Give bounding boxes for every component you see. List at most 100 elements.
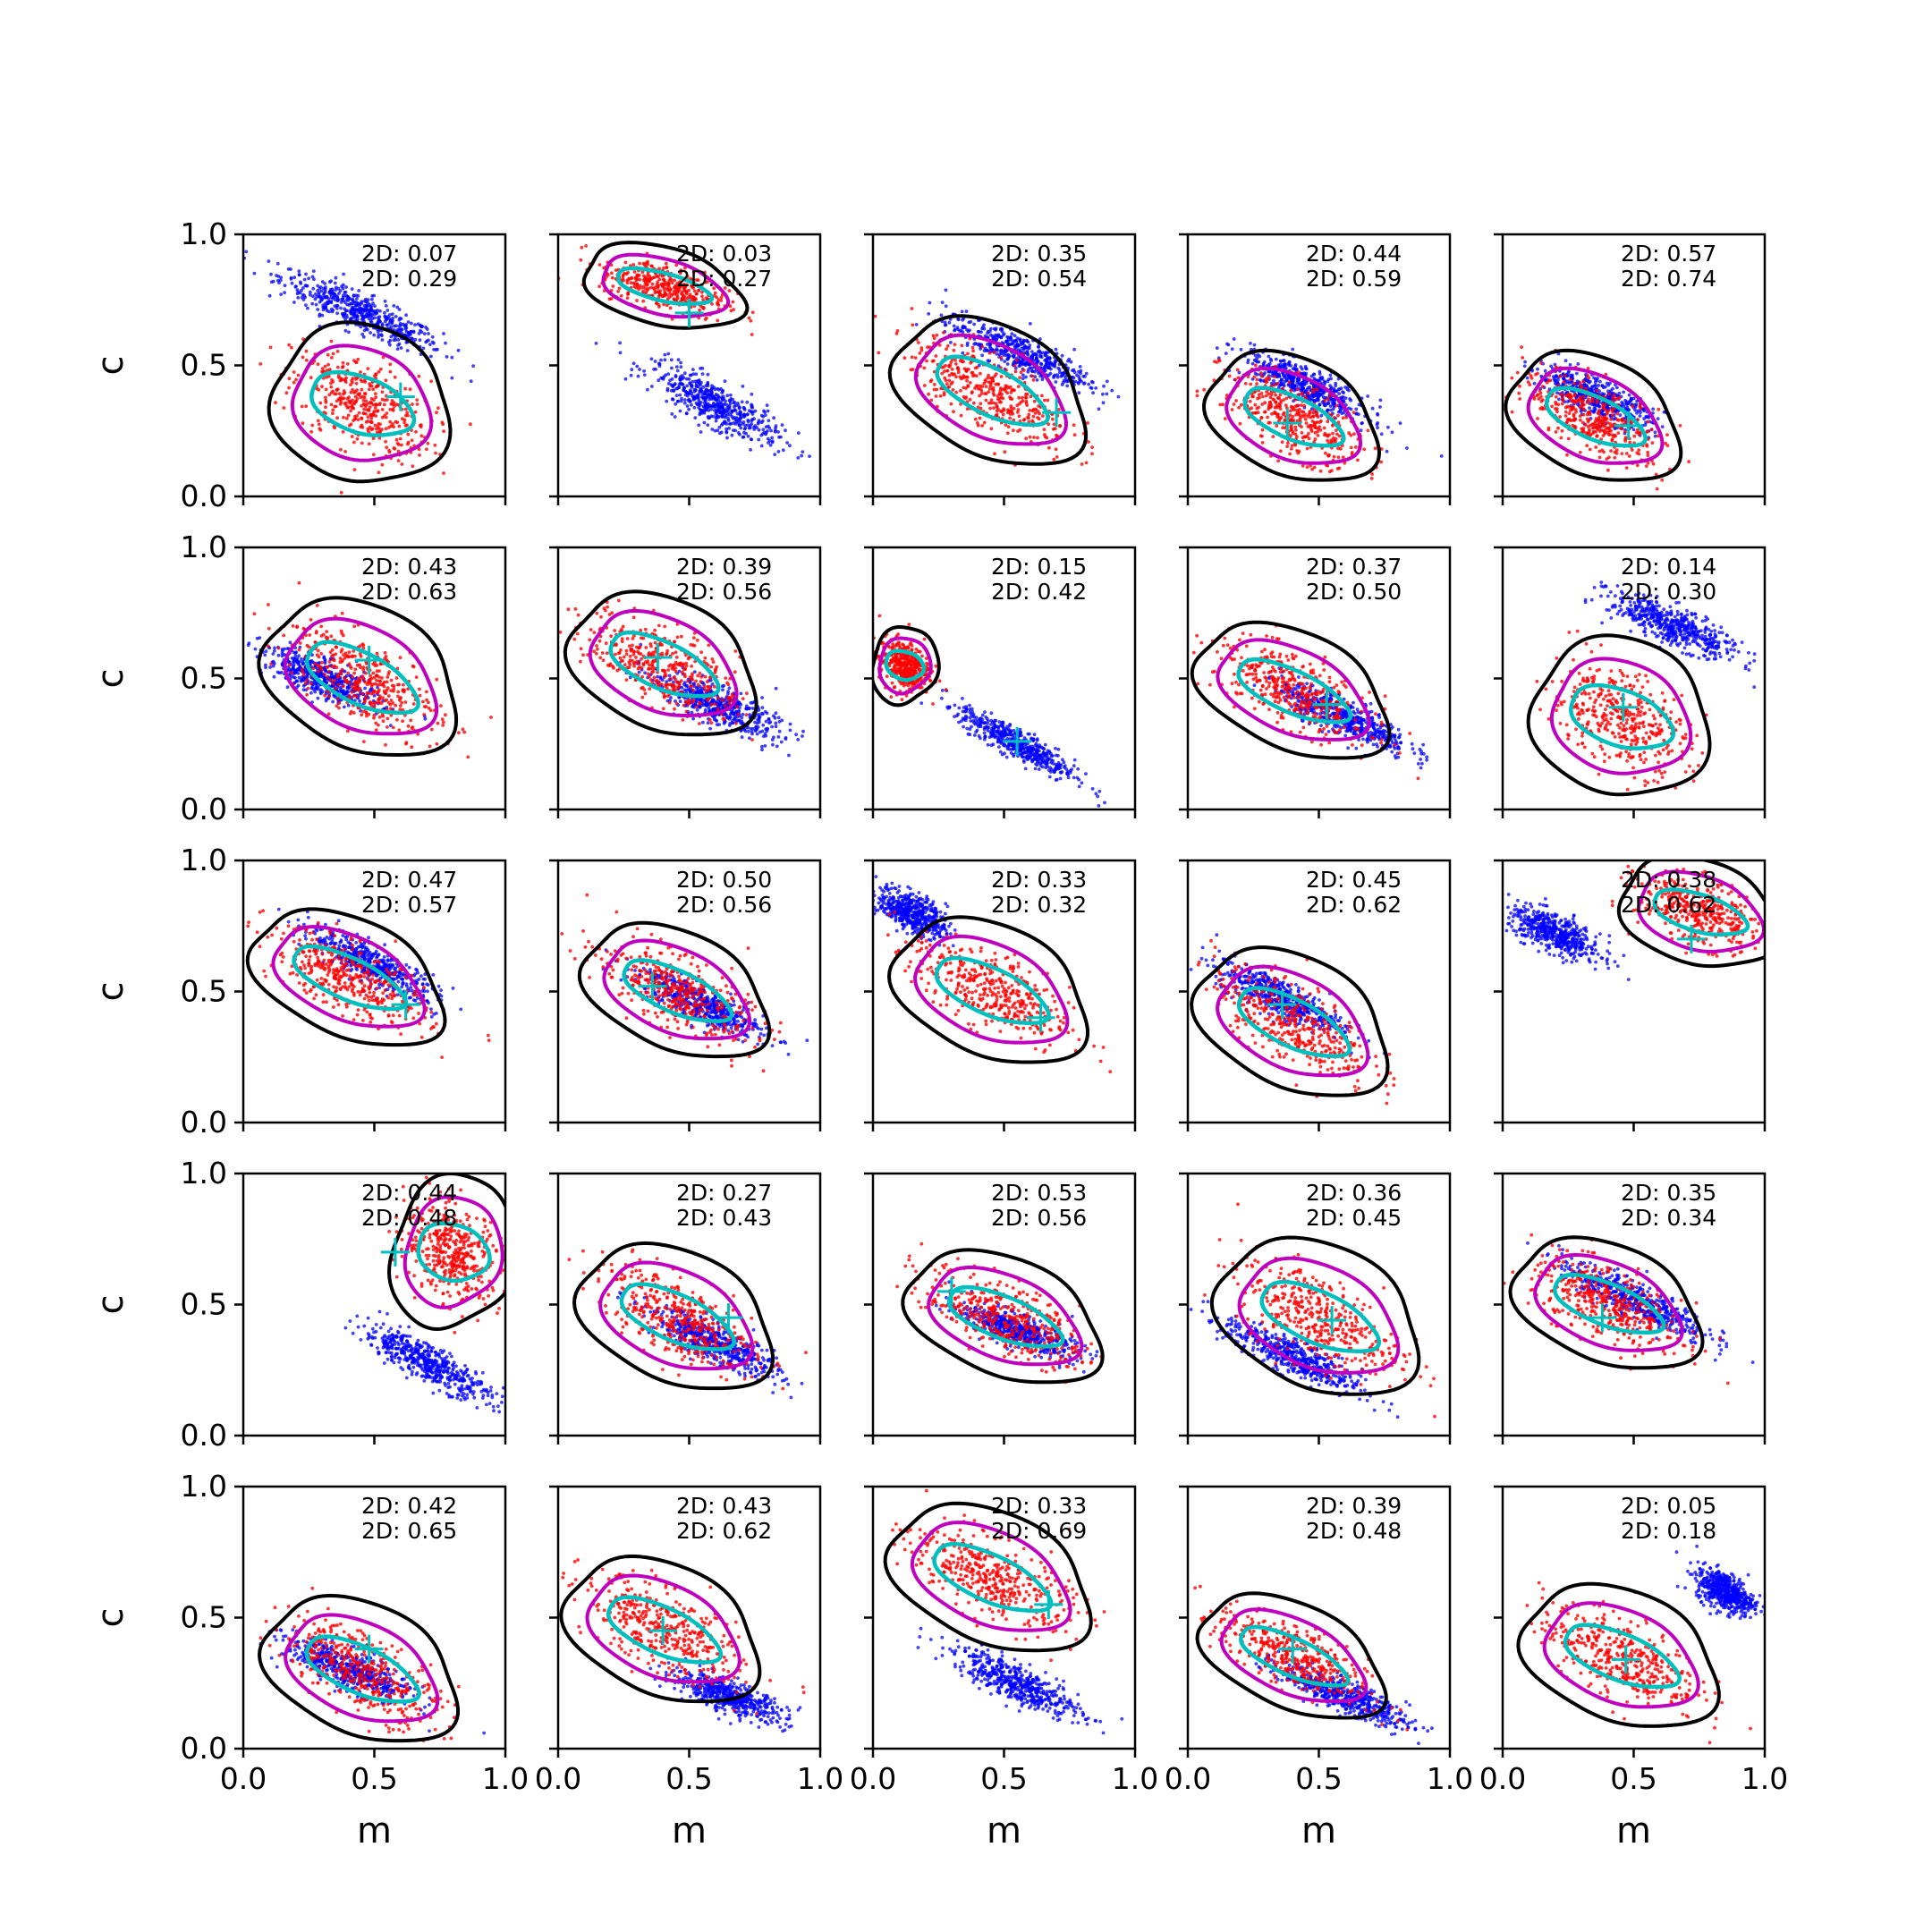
blue-point <box>1357 402 1361 407</box>
blue-point <box>1631 396 1636 401</box>
red-point <box>371 436 376 441</box>
red-point <box>1230 408 1234 411</box>
red-point <box>1015 411 1020 414</box>
blue-point <box>1643 423 1648 427</box>
blue-point <box>742 415 746 419</box>
red-point <box>258 362 263 366</box>
score-label-1: 2D: 0.35 <box>991 241 1087 267</box>
blue-point <box>383 299 387 303</box>
blue-point <box>770 439 775 444</box>
blue-point <box>638 368 641 371</box>
blue-point <box>356 314 360 318</box>
red-point <box>1536 393 1539 397</box>
red-point <box>1009 404 1013 408</box>
red-point <box>701 298 705 301</box>
red-point <box>987 390 991 394</box>
red-point <box>1350 451 1354 454</box>
red-point <box>1268 400 1272 404</box>
blue-point <box>1043 359 1046 362</box>
blue-point <box>1225 342 1229 346</box>
red-point <box>352 440 356 445</box>
blue-point <box>292 275 297 280</box>
blue-point <box>629 373 633 377</box>
red-point <box>1362 447 1367 452</box>
blue-point <box>360 332 365 336</box>
red-point <box>287 343 291 347</box>
red-point <box>1352 432 1356 436</box>
blue-point <box>294 284 298 288</box>
blue-point <box>297 269 301 274</box>
red-point <box>392 425 395 429</box>
blue-point <box>716 415 720 419</box>
red-point <box>1311 414 1315 419</box>
red-point <box>1606 420 1610 425</box>
blue-point <box>761 432 765 436</box>
red-point <box>1554 394 1558 399</box>
red-point <box>1591 431 1596 435</box>
red-point <box>316 419 320 423</box>
blue-point <box>1623 416 1628 419</box>
red-point <box>1591 426 1596 430</box>
blue-point <box>1014 339 1019 343</box>
blue-point <box>1038 337 1042 341</box>
blue-point <box>709 392 714 395</box>
blue-point <box>706 423 710 428</box>
blue-point <box>1315 393 1319 397</box>
blue-point <box>695 379 699 383</box>
red-point <box>1603 424 1607 428</box>
blue-point <box>1341 395 1345 399</box>
red-point <box>1646 437 1650 441</box>
blue-point <box>1561 377 1565 381</box>
red-point <box>1555 407 1559 411</box>
blue-point <box>1269 359 1274 362</box>
blue-point <box>1030 369 1035 374</box>
blue-point <box>687 407 691 411</box>
blue-point <box>966 329 970 334</box>
blue-point <box>399 346 403 350</box>
red-point <box>1349 445 1353 450</box>
blue-point <box>1004 339 1008 343</box>
blue-point <box>952 324 956 328</box>
red-point <box>1332 454 1336 459</box>
red-point <box>993 452 996 456</box>
red-point <box>360 425 365 429</box>
blue-point <box>1312 377 1317 380</box>
red-point <box>1613 455 1617 460</box>
red-point <box>394 437 399 442</box>
red-point <box>650 282 655 286</box>
blue-point <box>1323 396 1327 400</box>
blue-point <box>759 444 764 448</box>
red-point <box>342 389 346 393</box>
red-point <box>346 413 351 418</box>
red-point <box>1046 398 1050 402</box>
red-point <box>284 391 289 395</box>
blue-point <box>1556 377 1560 382</box>
red-point <box>926 345 929 350</box>
blue-point <box>342 283 345 287</box>
red-point <box>1259 392 1264 395</box>
red-point <box>1614 397 1618 402</box>
red-point <box>398 436 402 441</box>
blue-point <box>659 358 663 362</box>
blue-point <box>394 335 397 339</box>
red-point <box>619 293 623 298</box>
red-point <box>932 387 936 392</box>
blue-point <box>1230 347 1234 352</box>
red-point <box>1587 376 1591 380</box>
red-point <box>909 368 913 372</box>
blue-point <box>1047 366 1052 370</box>
blue-point <box>964 309 969 314</box>
blue-point <box>1660 425 1665 428</box>
blue-point <box>1269 381 1274 386</box>
blue-point <box>377 319 382 324</box>
red-point <box>360 441 364 445</box>
red-point <box>662 266 665 270</box>
blue-point <box>1278 384 1282 387</box>
red-point <box>1539 361 1543 365</box>
red-point <box>1237 405 1241 410</box>
red-point <box>728 304 733 309</box>
blue-point <box>1612 417 1616 421</box>
red-point <box>1287 380 1292 385</box>
blue-point <box>961 318 964 322</box>
